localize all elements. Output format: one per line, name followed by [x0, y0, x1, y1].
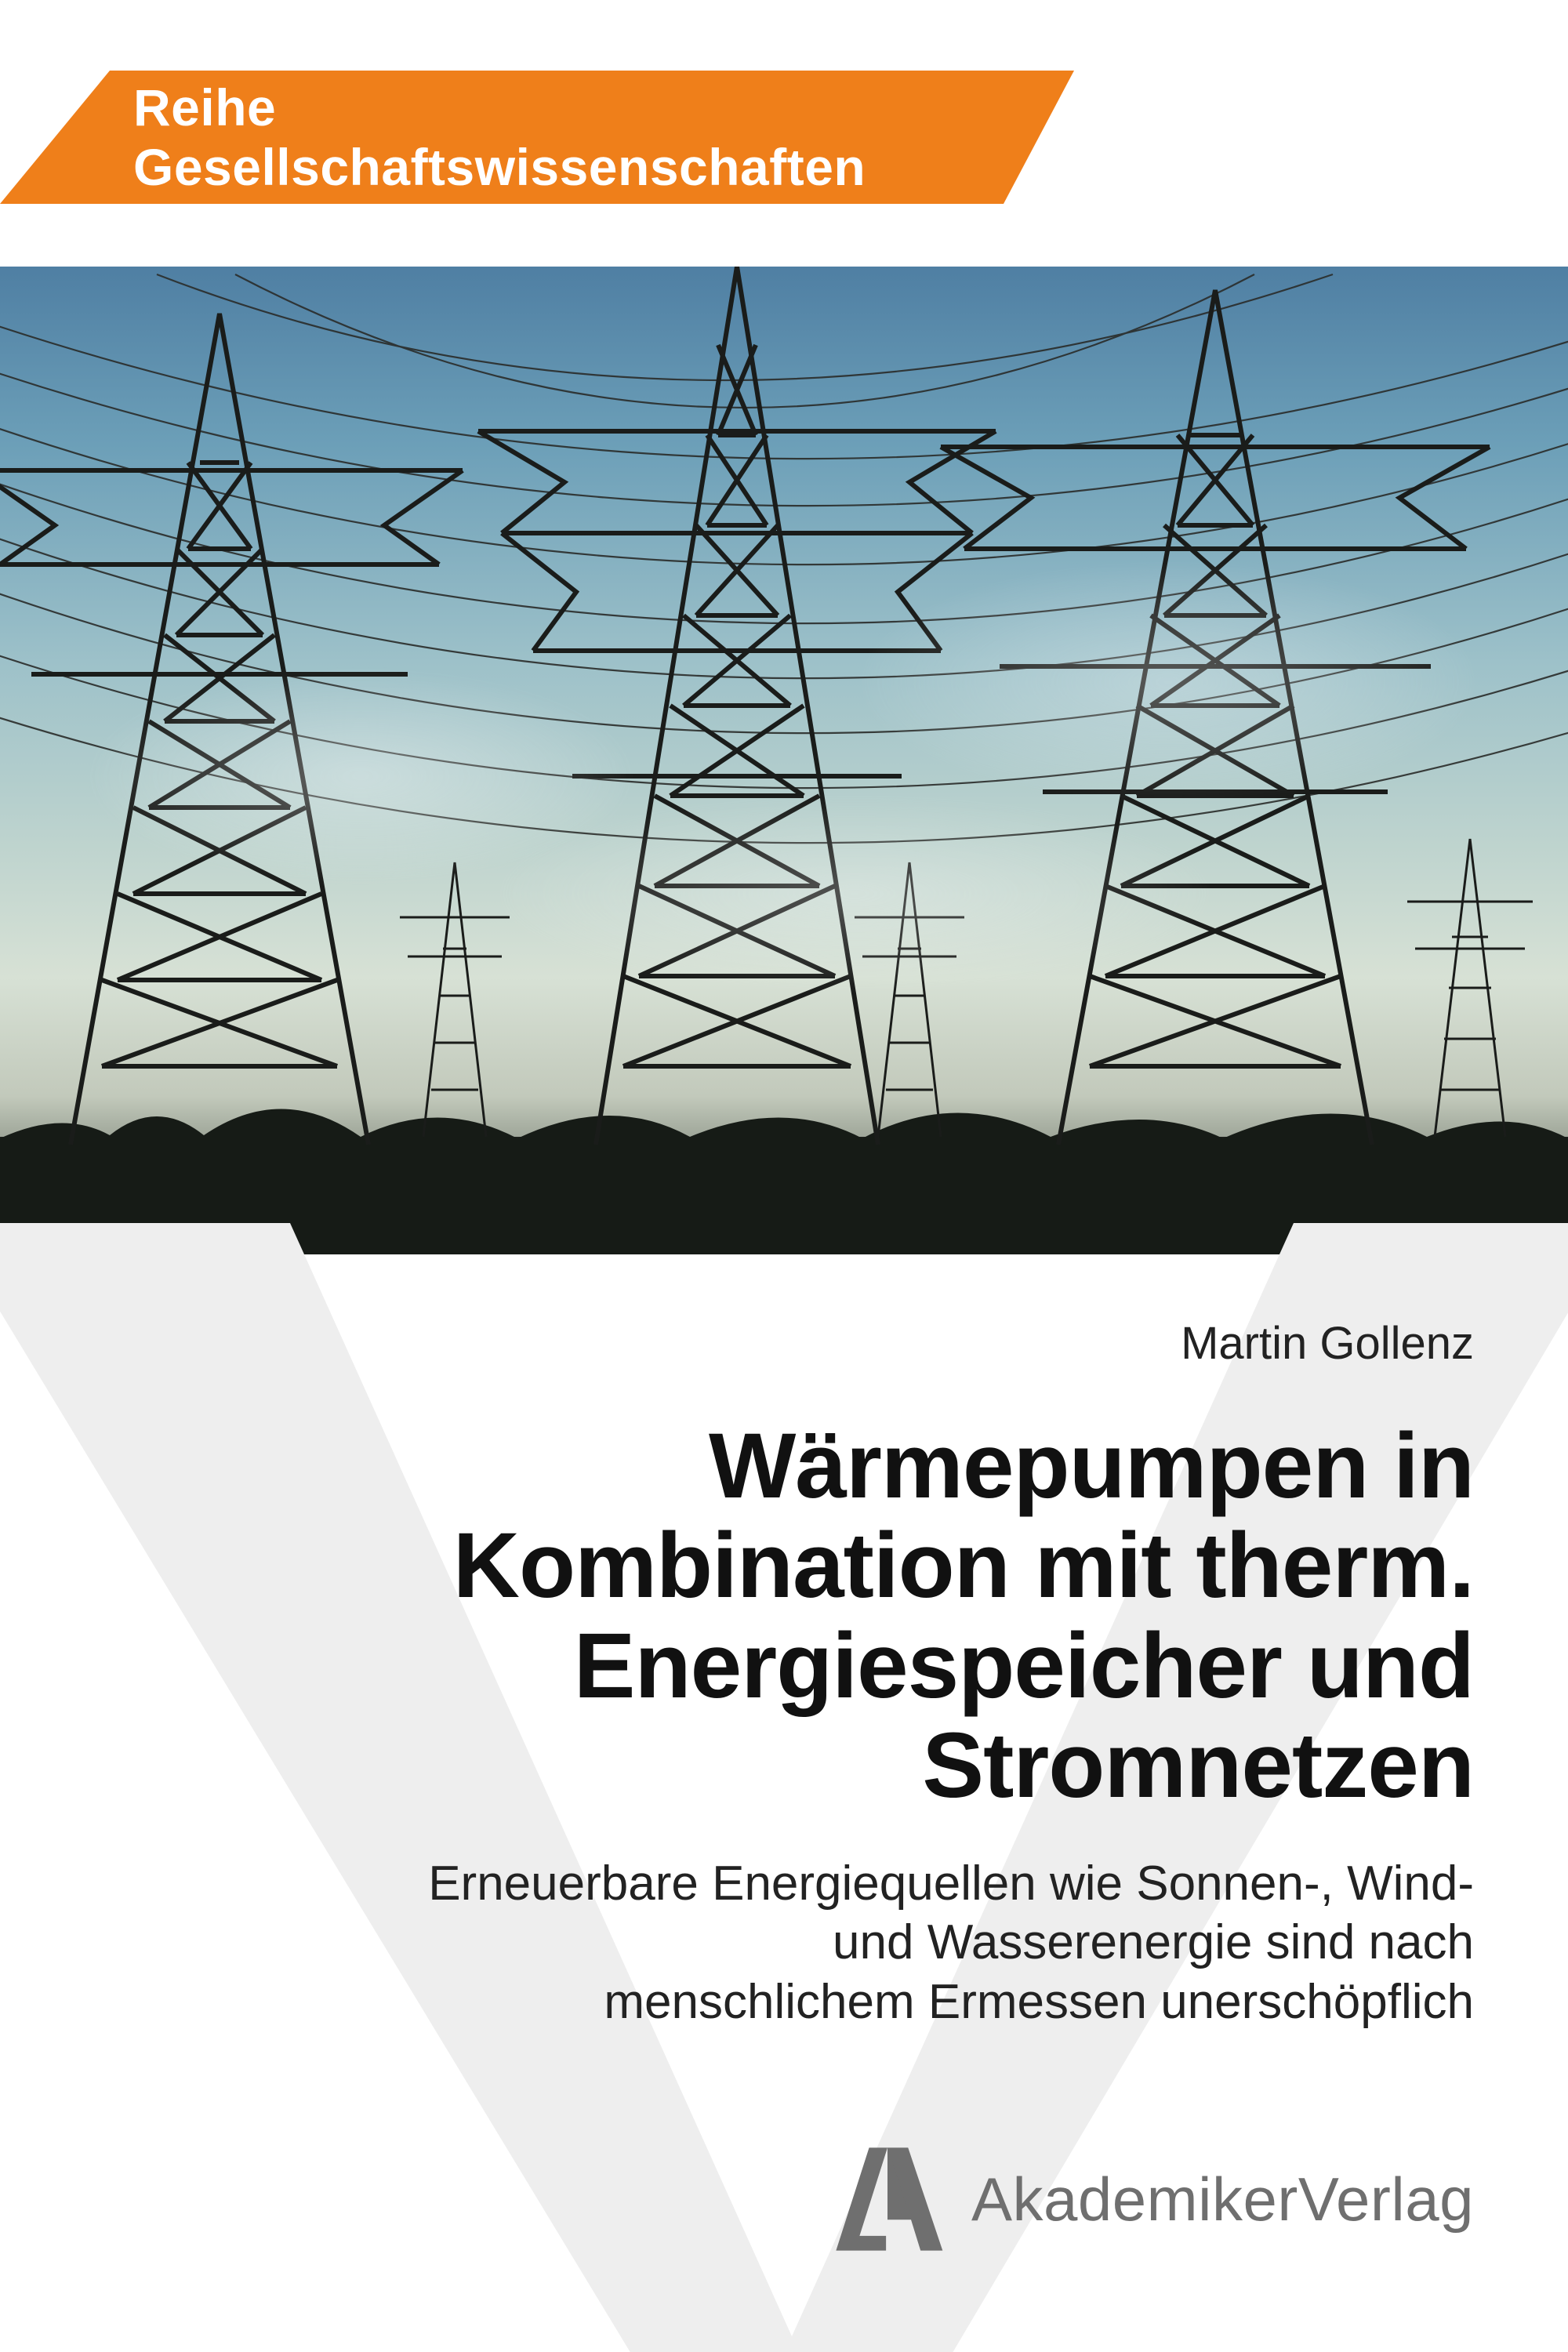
subtitle-line: und Wasserenergie sind nach	[833, 1915, 1474, 1969]
title-line: Wärmepumpen in	[709, 1414, 1474, 1518]
book-cover: Reihe Gesellschaftswissenschaften	[0, 0, 1568, 2352]
title-line: Kombination mit therm.	[453, 1514, 1474, 1617]
series-label: Reihe Gesellschaftswissenschaften	[133, 78, 1004, 197]
cloud	[862, 564, 1474, 800]
title-line: Stromnetzen	[922, 1714, 1474, 1817]
publisher-name: AkademikerVerlag	[971, 2164, 1474, 2235]
subtitle-line: Erneuerbare Energiequellen wie Sonnen-, …	[428, 1857, 1474, 1911]
text-block: Martin Gollenz Wärmepumpen in Kombinatio…	[125, 1317, 1474, 2032]
author-name: Martin Gollenz	[125, 1317, 1474, 1370]
cover-photo	[0, 267, 1568, 1254]
subtitle-line: menschlichem Ermessen unerschöpflich	[604, 1975, 1474, 2029]
book-subtitle: Erneuerbare Energiequellen wie Sonnen-, …	[125, 1854, 1474, 2032]
series-banner: Reihe Gesellschaftswissenschaften	[0, 71, 1004, 204]
title-line: Energiespeicher und	[574, 1614, 1474, 1718]
publisher: AkademikerVerlag	[829, 2140, 1474, 2258]
publisher-logo-icon	[829, 2140, 946, 2258]
book-title: Wärmepumpen in Kombination mit therm. En…	[125, 1417, 1474, 1817]
cloud	[502, 800, 1207, 988]
